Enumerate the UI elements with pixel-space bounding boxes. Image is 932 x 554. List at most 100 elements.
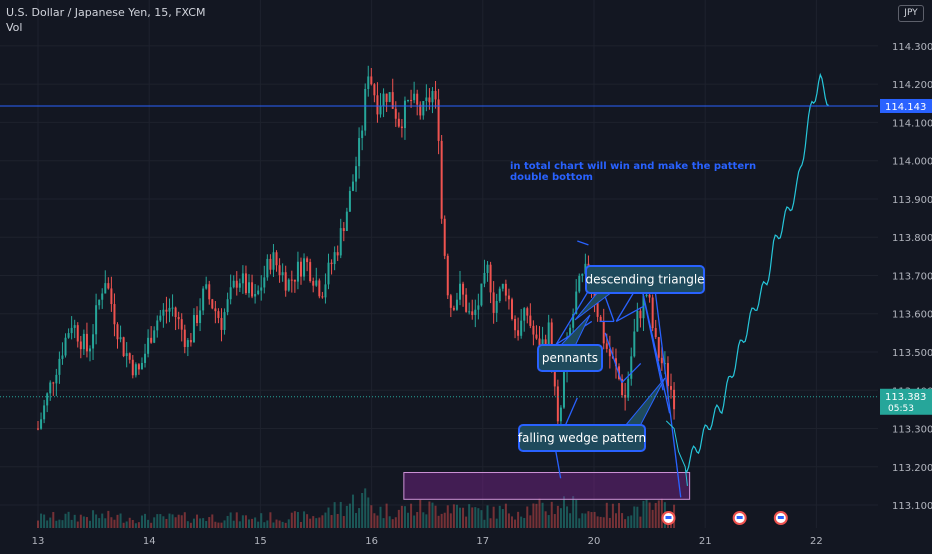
volume-label: Vol <box>6 21 23 34</box>
last-price-tag[interactable] <box>880 388 932 415</box>
candle-body-159 <box>523 308 526 321</box>
candle-body-107 <box>364 88 367 131</box>
volume-bar-137 <box>455 504 458 528</box>
volume-bar-98 <box>336 513 339 528</box>
candle-body-4 <box>49 382 52 394</box>
volume-bar-157 <box>517 511 520 528</box>
candle-body-97 <box>333 252 336 265</box>
volume-bar-19 <box>95 514 98 528</box>
volume-bar-83 <box>290 512 293 528</box>
candle-body-23 <box>107 283 110 289</box>
candle-body-38 <box>153 330 156 343</box>
volume-bar-135 <box>449 513 452 528</box>
candle-body-183 <box>596 303 599 317</box>
volume-bar-109 <box>370 505 373 528</box>
event-marker-0[interactable] <box>661 511 676 525</box>
volume-bar-32 <box>134 523 137 528</box>
candle-body-162 <box>532 325 535 335</box>
volume-bar-141 <box>468 504 471 528</box>
candle-body-29 <box>125 353 128 357</box>
volume-bar-103 <box>351 494 354 528</box>
pattern-line-9 <box>654 290 682 498</box>
candle-body-62 <box>226 299 229 313</box>
volume-bar-78 <box>275 519 278 528</box>
volume-bar-199 <box>645 499 648 528</box>
candle-body-154 <box>507 295 510 300</box>
volume-bar-193 <box>627 516 630 528</box>
event-markers[interactable] <box>661 511 788 525</box>
candle-body-35 <box>144 353 147 363</box>
candle-body-105 <box>358 138 361 167</box>
candle-body-65 <box>235 280 238 288</box>
candle-body-134 <box>446 255 449 296</box>
candle-body-53 <box>199 310 202 324</box>
volume-bar-36 <box>147 519 150 528</box>
candle-body-110 <box>373 84 376 96</box>
candle-body-128 <box>428 97 431 103</box>
candle-body-82 <box>287 279 290 291</box>
volume-bar-29 <box>125 521 128 528</box>
volume-bar-125 <box>419 499 422 528</box>
price-axis[interactable]: 114.300 114.200 114.100 114.000 113.900 113.8… <box>880 0 932 550</box>
pattern-line-0 <box>555 290 589 345</box>
candle-body-161 <box>529 315 532 326</box>
callout-falling-wedge[interactable]: falling wedge pattern <box>518 377 666 452</box>
candle-body-148 <box>489 264 492 293</box>
volume-bar-41 <box>162 516 165 528</box>
candle-body-174 <box>569 327 572 338</box>
candle-body-85 <box>296 261 299 282</box>
currency-button[interactable]: JPY <box>898 5 924 22</box>
volume-bar-42 <box>165 518 168 528</box>
volume-bar-82 <box>287 519 290 528</box>
candle-body-143 <box>474 309 477 315</box>
candle-body-166 <box>544 339 547 348</box>
volume-bar-23 <box>107 510 110 528</box>
volume-bar-122 <box>410 503 413 528</box>
candle-body-58 <box>214 308 217 312</box>
volume-bar-92 <box>318 517 321 528</box>
volume-bar-52 <box>196 514 199 528</box>
volume-bar-178 <box>581 513 584 528</box>
candle-body-59 <box>217 311 220 318</box>
volume-bar-191 <box>621 513 624 528</box>
candle-body-152 <box>501 283 504 289</box>
candle-body-98 <box>336 252 339 256</box>
candle-body-74 <box>263 277 266 288</box>
volume-bar-132 <box>440 513 443 528</box>
volume-bar-33 <box>137 522 140 528</box>
candle-body-39 <box>156 320 159 331</box>
volume-bar-123 <box>413 515 416 528</box>
volume-bar-95 <box>327 507 330 528</box>
candle-body-69 <box>248 282 251 294</box>
volume-bar-38 <box>153 517 156 528</box>
candle-body-206 <box>666 363 669 387</box>
candle-body-47 <box>180 319 183 330</box>
candles <box>37 65 676 433</box>
volume-bar-53 <box>199 518 202 528</box>
volume-bar-202 <box>654 502 657 528</box>
candle-body-127 <box>425 97 428 102</box>
hline-price-tag[interactable] <box>880 98 932 113</box>
volume-bar-65 <box>235 512 238 528</box>
volume-bar-31 <box>131 519 134 528</box>
candle-body-0 <box>37 428 39 430</box>
callout-descending-triangle[interactable]: descending triangle <box>574 265 705 321</box>
horizontal-line[interactable] <box>0 105 878 398</box>
event-marker-1[interactable] <box>732 511 747 525</box>
event-marker-2[interactable] <box>773 511 788 525</box>
volume-bar-54 <box>202 518 205 528</box>
volume-bar-204 <box>660 498 663 528</box>
callout-pennants[interactable]: pennants <box>537 314 603 372</box>
time-axis[interactable]: 13 14 15 16 17 20 21 22 <box>0 528 880 550</box>
volume-bar-96 <box>330 515 333 528</box>
callout-pennants-box <box>537 344 603 372</box>
candle-body-75 <box>266 258 269 278</box>
volume-bar-86 <box>299 521 302 528</box>
volume-bar-28 <box>122 522 125 528</box>
support-zone <box>403 472 691 500</box>
volume-bar-72 <box>257 521 260 528</box>
candle-body-104 <box>355 166 358 182</box>
candle-body-176 <box>575 291 578 314</box>
